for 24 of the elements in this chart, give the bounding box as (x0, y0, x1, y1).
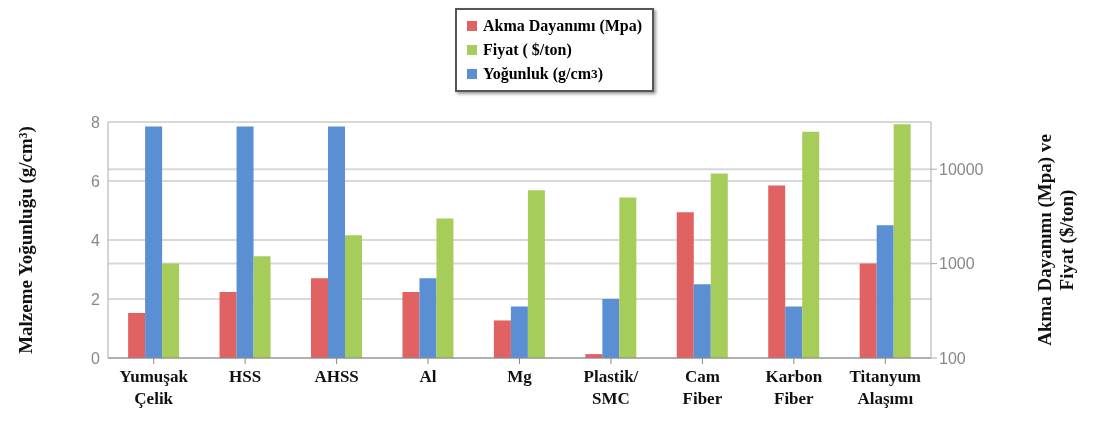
bar (236, 126, 254, 358)
x-tick-label: Plastik/ SMC (583, 367, 639, 408)
y-tick-label: 2 (91, 290, 101, 308)
y2-tick-label: 100 (939, 349, 966, 367)
bar (145, 126, 163, 358)
x-tick-label: Mg (507, 367, 533, 386)
y2-tick-label: 1000 (939, 255, 975, 273)
y-axis-title: Malzeme Yoğunluğu (g/cm³) (15, 126, 37, 354)
y-tick-label: 8 (91, 113, 101, 131)
x-tick-label: HSS (229, 367, 262, 386)
legend-label: Fiyat ( $/ton) (481, 40, 573, 61)
y2-tick-label: 10000 (939, 160, 984, 178)
legend-label: Akma Dayanımı (Mpa) (481, 16, 643, 37)
y-tick-label: 4 (91, 231, 101, 249)
x-tick-label: AHSS (314, 367, 359, 386)
y2-axis-title: Akma Dayanımı (Mpa) ve Fiyat ($/ton) (1034, 134, 1078, 346)
y-tick-label: 6 (91, 172, 101, 190)
y-tick-label: 0 (91, 349, 101, 367)
bar (785, 306, 803, 358)
x-tick-label: Yumuşak Çelik (119, 367, 189, 408)
x-tick-label: Titanyum Alaşımı (849, 367, 922, 408)
x-tick-label: Al (419, 367, 437, 386)
x-tick-label: Cam Fiber (682, 367, 723, 408)
x-tick-label: Karbon Fiber (765, 367, 823, 408)
